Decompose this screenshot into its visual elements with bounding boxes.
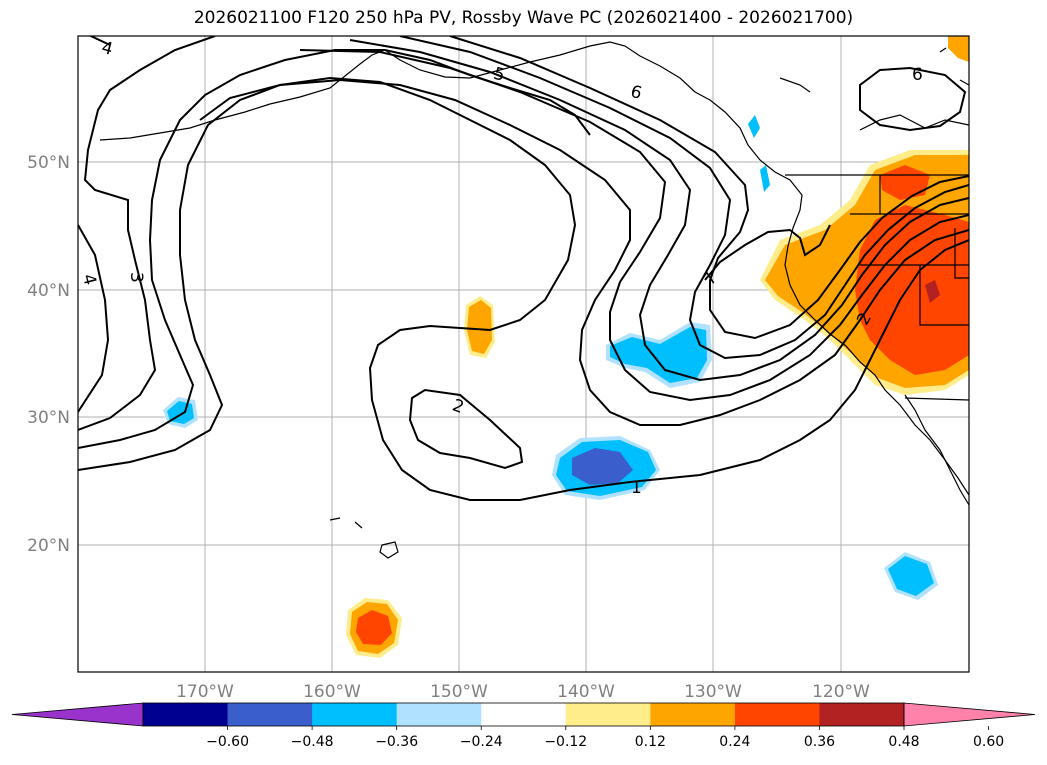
gridlines	[78, 36, 969, 672]
lon-label: 140°W	[557, 682, 615, 702]
colorbar-segment	[734, 703, 820, 726]
colorbar-tick-label: −0.12	[544, 734, 587, 750]
colorbar-tick-label: −0.36	[375, 734, 418, 750]
colorbar-tick-label: 0.36	[804, 734, 835, 750]
colorbar-extend-low	[11, 702, 144, 727]
colorbar-border	[142, 702, 905, 727]
map-content: 4 3 4 5 6 7 2 1 2 6	[78, 36, 969, 672]
colorbar-extend-high	[903, 702, 1036, 727]
colorbar: −0.60 −0.48 −0.36 −0.24 −0.12 0.12 0.24 0.36 0.4…	[11, 702, 1036, 750]
lat-label: 30°N	[27, 408, 70, 428]
colorbar-tick-label: −0.48	[291, 734, 334, 750]
contour-label: 4	[78, 272, 100, 288]
colorbar-segment	[143, 703, 229, 726]
map-background	[78, 36, 969, 672]
colorbar-segment	[312, 703, 398, 726]
contour-label: 6	[628, 82, 644, 104]
colorbar-segment	[819, 703, 905, 726]
contour-label: 1	[631, 478, 642, 498]
negative-anomaly-east-pacific	[606, 322, 712, 388]
negative-anomaly-pnw	[748, 115, 770, 192]
map-frame	[77, 35, 970, 673]
colorbar-segment	[481, 703, 567, 726]
latitude-labels: 50°N 40°N 30°N 20°N	[27, 153, 70, 556]
pv-contours	[78, 36, 969, 501]
longitude-labels: 170°W 160°W 150°W 140°W 130°W 120°W	[176, 682, 870, 702]
lat-label: 40°N	[27, 281, 70, 301]
colorbar-segment	[565, 703, 651, 726]
lon-label: 150°W	[430, 682, 488, 702]
colorbar-tick-label: −0.60	[206, 734, 249, 750]
chart-title: 2026021100 F120 250 hPa PV, Rossby Wave …	[193, 8, 854, 28]
colorbar-segment	[650, 703, 736, 726]
colorbar-tick-label: 0.24	[719, 734, 750, 750]
contour-label: 5	[491, 64, 507, 86]
positive-anomaly-south	[346, 598, 402, 658]
lon-label: 170°W	[176, 682, 234, 702]
positive-anomaly-central-pacific	[464, 296, 495, 358]
colorbar-tick-label: 0.48	[888, 734, 919, 750]
contour-label: 4	[99, 38, 115, 60]
contour-label: 3	[126, 272, 146, 283]
lon-label: 160°W	[303, 682, 361, 702]
lon-label: 120°W	[812, 682, 870, 702]
colorbar-segment	[396, 703, 482, 726]
lat-label: 20°N	[27, 536, 70, 556]
colorbar-tick-label: 0.60	[973, 734, 1004, 750]
lon-label: 130°W	[684, 682, 742, 702]
colorbar-tick-label: −0.24	[460, 734, 503, 750]
contour-label: 6	[912, 65, 923, 85]
lat-label: 50°N	[27, 153, 70, 173]
colorbar-segment	[227, 703, 313, 726]
positive-anomaly-north-edge	[948, 36, 969, 62]
negative-anomaly-mexico	[884, 552, 938, 600]
colorbar-tick-label: 0.12	[635, 734, 666, 750]
